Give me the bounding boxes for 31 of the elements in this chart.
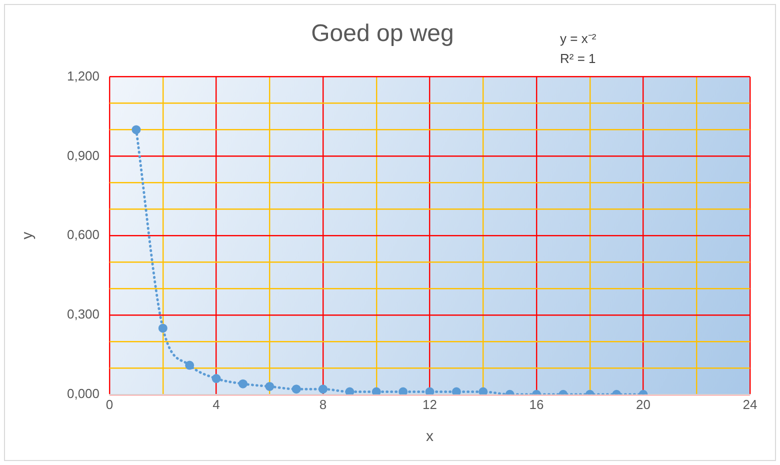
- point: [478, 387, 488, 394]
- x-tick-label: 24: [742, 396, 758, 412]
- x-tick-label: 16: [529, 396, 544, 412]
- y-tick-label: 0,300: [66, 306, 100, 322]
- point: [318, 384, 328, 394]
- text: y = x⁻²: [560, 31, 597, 46]
- point: [292, 384, 301, 394]
- x-tick-label: 4: [212, 396, 220, 412]
- point: [132, 125, 141, 134]
- y-tick-label: 0,900: [66, 148, 100, 163]
- point: [158, 324, 168, 333]
- point: [425, 387, 434, 394]
- point: [372, 387, 381, 394]
- y-tick-label: 1,200: [66, 68, 100, 84]
- point: [185, 360, 194, 370]
- x-axis-title: x: [426, 428, 434, 446]
- point: [398, 387, 408, 394]
- point: [212, 374, 221, 384]
- point: [238, 379, 248, 388]
- x-tick-label: 12: [422, 396, 437, 412]
- chart-title: Goed op weg: [311, 20, 454, 48]
- y-tick-label: 0,000: [66, 386, 100, 401]
- point: [265, 382, 274, 391]
- y-axis-title: y: [19, 231, 36, 240]
- point: [345, 387, 354, 394]
- x-tick-label: 20: [636, 396, 650, 412]
- point: [452, 387, 461, 394]
- x-tick-label: 8: [319, 396, 327, 412]
- x-tick-label: 0: [106, 396, 114, 412]
- y-tick-label: 0,600: [66, 227, 100, 242]
- text: R² = 1: [560, 51, 596, 66]
